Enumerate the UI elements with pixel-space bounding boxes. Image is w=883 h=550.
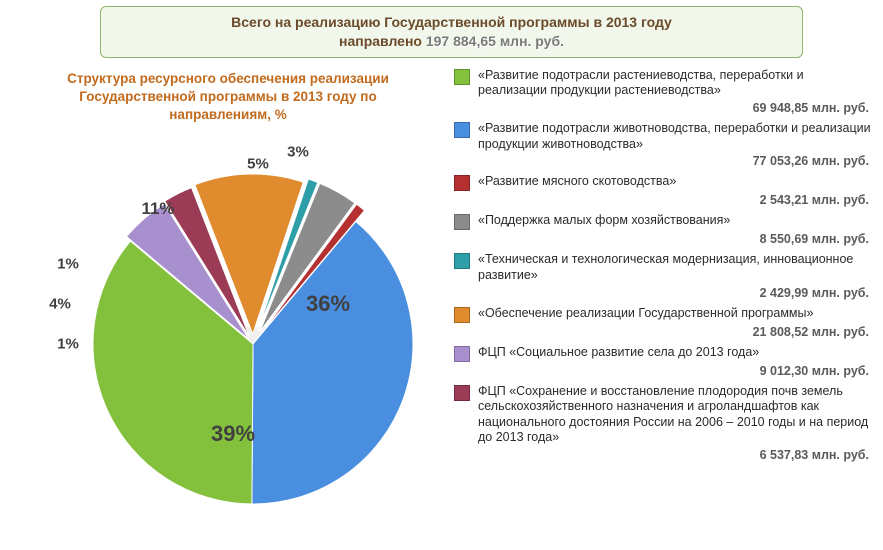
legend-amount: 2 543,21 млн. руб.: [454, 193, 873, 207]
legend-label: ФЦП «Сохранение и восстановление плодоро…: [478, 384, 873, 447]
chart-panel: Структура ресурсного обеспечения реализа…: [8, 66, 448, 515]
legend-label: «Развитие подотрасли растениеводства, пе…: [478, 68, 873, 99]
header-summary-box: Всего на реализацию Государственной прог…: [100, 6, 803, 58]
legend: «Развитие подотрасли растениеводства, пе…: [448, 66, 873, 515]
legend-amount: 69 948,85 млн. руб.: [454, 101, 873, 115]
legend-amount: 2 429,99 млн. руб.: [454, 286, 873, 300]
slice-label-soil: 3%: [287, 144, 309, 161]
chart-title: Структура ресурсного обеспечения реализа…: [28, 70, 428, 125]
legend-amount: 8 550,69 млн. руб.: [454, 232, 873, 246]
legend-label: ФЦП «Социальное развитие села до 2013 го…: [478, 345, 759, 361]
legend-item-livestock: «Развитие подотрасли животноводства, пер…: [454, 121, 873, 168]
pie-slice-crop: [93, 242, 253, 505]
legend-item-rural: ФЦП «Социальное развитие села до 2013 го…: [454, 345, 873, 378]
legend-swatch-livestock: [454, 122, 470, 138]
pie-chart: [8, 134, 448, 514]
header-line2-prefix: направлено: [339, 33, 426, 49]
legend-label: «Развитие мясного скотоводства»: [478, 174, 676, 190]
legend-label: «Поддержка малых форм хозяйствования»: [478, 213, 730, 229]
slice-label-tech: 1%: [57, 256, 79, 273]
legend-item-tech: «Техническая и технологическая модерниза…: [454, 252, 873, 299]
legend-swatch-rural: [454, 346, 470, 362]
legend-amount: 21 808,52 млн. руб.: [454, 325, 873, 339]
legend-item-sme: «Поддержка малых форм хозяйствования» 8 5…: [454, 213, 873, 246]
legend-label: «Обеспечение реализации Государственной …: [478, 306, 813, 322]
legend-swatch-sme: [454, 214, 470, 230]
legend-amount: 6 537,83 млн. руб.: [454, 448, 873, 462]
legend-swatch-tech: [454, 253, 470, 269]
legend-item-support: «Обеспечение реализации Государственной …: [454, 306, 873, 339]
legend-label: «Техническая и технологическая модерниза…: [478, 252, 873, 283]
legend-swatch-beef: [454, 175, 470, 191]
main-content: Структура ресурсного обеспечения реализа…: [0, 66, 883, 515]
legend-swatch-support: [454, 307, 470, 323]
legend-item-beef: «Развитие мясного скотоводства» 2 543,21 …: [454, 174, 873, 207]
legend-swatch-crop: [454, 69, 470, 85]
slice-label-rural: 5%: [247, 156, 269, 173]
slice-label-support: 11%: [141, 199, 174, 219]
legend-item-soil: ФЦП «Сохранение и восстановление плодоро…: [454, 384, 873, 463]
slice-label-crop: 36%: [306, 291, 350, 317]
legend-amount: 77 053,26 млн. руб.: [454, 154, 873, 168]
pie-chart-container: 39% 36% 5% 3% 11% 1% 4% 1%: [8, 134, 448, 514]
header-amount: 197 884,65 млн. руб.: [426, 33, 564, 49]
slice-label-sme: 4%: [49, 296, 71, 313]
legend-amount: 9 012,30 млн. руб.: [454, 364, 873, 378]
header-line1: Всего на реализацию Государственной прог…: [231, 14, 672, 30]
legend-swatch-soil: [454, 385, 470, 401]
slice-label-beef: 1%: [57, 336, 79, 353]
legend-item-crop: «Развитие подотрасли растениеводства, пе…: [454, 68, 873, 115]
legend-label: «Развитие подотрасли животноводства, пер…: [478, 121, 873, 152]
slice-label-livestock: 39%: [211, 421, 255, 447]
